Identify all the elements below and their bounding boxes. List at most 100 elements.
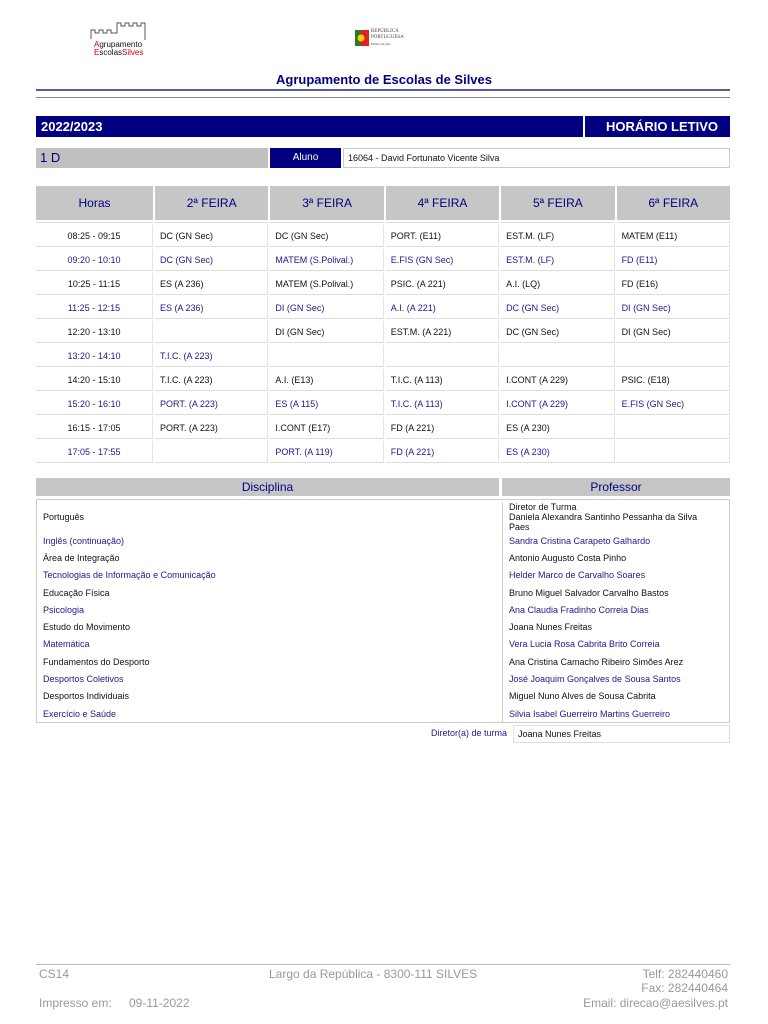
discipline-row: Português Diretor de Turma Daniela Alexand…	[37, 502, 729, 532]
class-cell: A.I. (E13)	[270, 369, 384, 391]
class-cell: T.I.C. (A 223)	[155, 369, 269, 391]
schedule-header-day: 4ª FEIRA	[385, 186, 500, 220]
discipline-row: Fundamentos do Desporto Ana Cristina Cama…	[37, 653, 729, 671]
discipline-row: Área de Integração Antonio Augusto Costa …	[37, 549, 729, 567]
schedule-header-row: Horas 2ª FEIRA 3ª FEIRA 4ª FEIRA 5ª FEIRA 6ª …	[36, 186, 730, 220]
class-cell: I.CONT (A 229)	[501, 393, 615, 415]
time-slot: 14:20 - 15:10	[36, 369, 153, 391]
schedule-row: 17:05 - 17:55 PORT. (A 119) FD (A 221) ES (…	[36, 441, 730, 463]
class-cell	[616, 345, 730, 367]
discipline-row: Educação Física Bruno Miguel Salvador Car…	[37, 583, 729, 602]
class-cell	[385, 345, 500, 367]
class-cell	[501, 345, 615, 367]
class-cell: T.I.C. (A 113)	[385, 393, 500, 415]
class-cell	[155, 321, 269, 343]
class-cell: DC (GN Sec)	[155, 225, 269, 247]
subject: Psicologia	[43, 604, 85, 615]
class-cell: ES (A 230)	[501, 417, 615, 439]
separator-cell	[155, 222, 269, 223]
professor-header: Professor	[502, 478, 730, 496]
class-cell: FD (E11)	[616, 249, 730, 271]
class-cell: DC (GN Sec)	[270, 225, 384, 247]
class-cell: ES (A 236)	[155, 297, 269, 319]
school-logo: Agrupamento EscolasSilves	[90, 18, 156, 57]
teacher-line: Joana Nunes Freitas	[509, 622, 593, 633]
discipline-row: Inglês (continuação) Sandra Cristina Cara…	[37, 532, 729, 550]
class-cell: DC (GN Sec)	[501, 297, 615, 319]
teacher-line: Miguel Nuno Alves de Sousa Cabrita	[509, 691, 656, 702]
subject: Português	[43, 512, 85, 522]
discipline-row: Estudo do Movimento Joana Nunes Freitas	[37, 618, 729, 636]
subject: Inglês (continuação)	[43, 535, 125, 546]
class-cell: ES (A 230)	[501, 441, 615, 463]
time-slot: 15:20 - 16:10	[36, 393, 153, 415]
footer-address: Largo da República - 8300-111 SILVES	[269, 967, 478, 981]
schedule-header-day: 5ª FEIRA	[501, 186, 615, 220]
teacher-line: Diretor de Turma	[509, 502, 577, 512]
class-cell: EST.M. (LF)	[501, 249, 615, 271]
class-cell: FD (A 221)	[385, 417, 500, 439]
subject: Área de Integração	[43, 552, 120, 563]
class-cell: DI (GN Sec)	[616, 321, 730, 343]
teacher-line: Helder Marco de Carvalho Soares	[509, 570, 646, 581]
footer-printed-date: 09-11-2022	[129, 996, 190, 1010]
class-name: 1 D	[36, 148, 268, 168]
schedule-row: 09:20 - 10:10 DC (GN Sec) MATEM (S.Polival…	[36, 249, 730, 271]
schedule-row: 10:25 - 11:15 ES (A 236) MATEM (S.Polival.…	[36, 273, 730, 295]
class-cell: DC (GN Sec)	[501, 321, 615, 343]
class-cell	[270, 345, 384, 367]
teacher: Miguel Nuno Alves de Sousa Cabrita	[502, 687, 725, 705]
discipline-row: Desportos Individuais Miguel Nuno Alves d…	[37, 687, 729, 705]
teacher: José Joaquim Gonçalves de Sousa Santos	[502, 670, 725, 688]
subject: Educação Física	[43, 587, 110, 598]
schedule-row: 16:15 - 17:05 PORT. (A 223) I.CONT (E17) FD…	[36, 417, 730, 439]
teacher: Antonio Augusto Costa Pinho	[502, 549, 725, 567]
footer-phone: Telf: 282440460	[642, 967, 728, 981]
discipline-row: Matemática Vera Lucia Rosa Cabrita Brito …	[37, 635, 729, 654]
disciplina-header: Disciplina	[36, 478, 499, 496]
class-cell: E.FIS (GN Sec)	[616, 393, 730, 415]
schedule-row: 12:20 - 13:10 DI (GN Sec) EST.M. (A 221) DC…	[36, 321, 730, 343]
separator-cell	[501, 222, 615, 223]
schedule-header-hours: Horas	[36, 186, 153, 220]
class-cell: ES (A 236)	[155, 273, 269, 295]
school-year: 2022/2023	[36, 116, 583, 137]
class-cell: FD (E16)	[616, 273, 730, 295]
teacher: Ana Cristina Camacho Ribeiro Simões Arez	[502, 653, 725, 671]
subject: Exercício e Saúde	[43, 708, 117, 719]
schedule-row: 08:25 - 09:15 DC (GN Sec) DC (GN Sec) PORT.…	[36, 225, 730, 247]
teacher-line: Daniela Alexandra Santinho Pessanha da S…	[509, 512, 698, 522]
class-cell: DI (GN Sec)	[616, 297, 730, 319]
class-cell: DI (GN Sec)	[270, 297, 384, 319]
subject: Desportos Coletivos	[43, 674, 124, 685]
separator-cell	[385, 222, 500, 223]
teacher: Diretor de Turma Daniela Alexandra Santin…	[502, 502, 725, 532]
divider	[36, 89, 730, 91]
class-cell: A.I. (A 221)	[385, 297, 500, 319]
teacher-line: Ana Cristina Camacho Ribeiro Simões Arez	[509, 656, 684, 667]
class-cell: PORT. (E11)	[385, 225, 500, 247]
class-cell: E.FIS (GN Sec)	[385, 249, 500, 271]
teacher: Ana Claudia Fradinho Correia Dias	[502, 601, 725, 619]
time-slot: 10:25 - 11:15	[36, 273, 153, 295]
teacher: Helder Marco de Carvalho Soares	[502, 566, 725, 584]
class-cell: DC (GN Sec)	[155, 249, 269, 271]
class-cell	[616, 417, 730, 439]
schedule-header-day: 3ª FEIRA	[270, 186, 384, 220]
schedule-row: 15:20 - 16:10 PORT. (A 223) ES (A 115) T.I.…	[36, 393, 730, 415]
discipline-row: Tecnologias de Informação e Comunicação H…	[37, 566, 729, 584]
time-slot: 08:25 - 09:15	[36, 225, 153, 247]
teacher: Silvia Isabel Guerreiro Martins Guerreir…	[502, 704, 725, 723]
teacher: Sandra Cristina Carapeto Galhardo	[502, 532, 725, 550]
separator-cell	[270, 222, 384, 223]
class-cell: FD (A 221)	[385, 441, 500, 463]
time-slot: 16:15 - 17:05	[36, 417, 153, 439]
subject: Tecnologias de Informação e Comunicação	[43, 570, 216, 581]
teacher-line: Bruno Miguel Salvador Carvalho Bastos	[509, 587, 669, 598]
subject: Estudo do Movimento	[43, 622, 131, 633]
teacher-line: Sandra Cristina Carapeto Galhardo	[509, 535, 651, 546]
subject: Fundamentos do Desporto	[43, 656, 150, 667]
teacher: Joana Nunes Freitas	[502, 618, 725, 636]
republica-portuguesa-logo: REPÚBLICA PORTUGUESA EDUCAÇÃO	[355, 28, 415, 50]
class-cell: DI (GN Sec)	[270, 321, 384, 343]
